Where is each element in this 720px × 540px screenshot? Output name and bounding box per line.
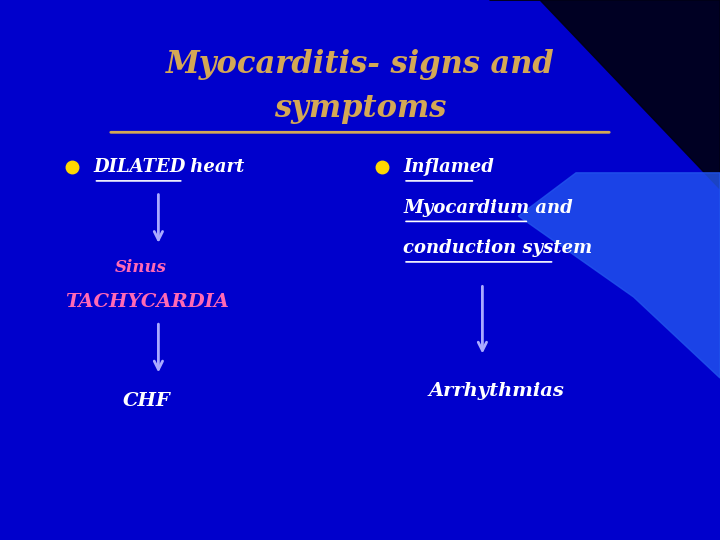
Text: symptoms: symptoms (274, 92, 446, 124)
Text: Inflamed: Inflamed (403, 158, 494, 177)
Text: TACHYCARDIA: TACHYCARDIA (65, 293, 229, 312)
Text: DILATED: DILATED (94, 158, 186, 177)
Text: Myocarditis- signs and: Myocarditis- signs and (166, 49, 554, 80)
Polygon shape (490, 0, 720, 189)
Text: conduction system: conduction system (403, 239, 593, 258)
Text: Sinus: Sinus (115, 259, 167, 276)
Text: heart: heart (184, 158, 244, 177)
Text: CHF: CHF (122, 392, 170, 410)
Polygon shape (518, 173, 720, 378)
Text: Arrhythmias: Arrhythmias (428, 382, 564, 401)
Text: Myocardium and: Myocardium and (403, 199, 573, 217)
